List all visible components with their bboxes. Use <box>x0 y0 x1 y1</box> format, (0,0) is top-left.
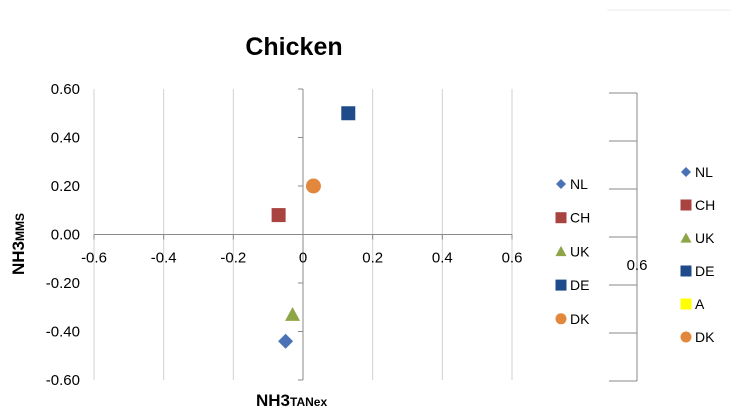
y-tick-label: -0.40 <box>46 324 80 341</box>
legend-marker-dk <box>555 313 567 325</box>
x-tick-label: 0.2 <box>362 250 383 267</box>
data-point-uk <box>285 307 301 321</box>
y-axis-title-subscript: MMS <box>13 213 27 241</box>
chart-title: Chicken <box>245 33 342 61</box>
data-point-ch <box>271 208 286 223</box>
secondary-legend-marker-uk <box>680 232 692 243</box>
legend-marker-de <box>555 279 567 291</box>
y-axis-title: NH3MMS <box>9 213 28 275</box>
secondary-legend-marker-dk <box>680 331 692 343</box>
data-point-nl <box>278 333 294 349</box>
y-tick-label: -0.60 <box>46 372 80 389</box>
secondary-legend-label-uk: UK <box>695 230 715 246</box>
data-point-dk <box>305 178 321 194</box>
secondary-axis-tick-label: 0.6 <box>627 257 648 274</box>
secondary-legend-label-nl: NL <box>695 164 713 180</box>
secondary-axis <box>609 92 638 382</box>
legend-label-dk: DK <box>570 311 590 327</box>
y-axis-title-main: NH3 <box>9 241 28 275</box>
x-axis-title-main: NH3 <box>256 391 290 407</box>
legend-marker-nl <box>556 179 566 189</box>
y-tick-label: 0.40 <box>51 130 80 147</box>
secondary-legend-marker-de <box>680 265 692 277</box>
secondary-legend-label-a: A <box>695 296 705 312</box>
chart-legend: NL CH UK DE DK <box>555 176 590 327</box>
x-tick-label: 0.4 <box>432 250 453 267</box>
legend-label-uk: UK <box>570 243 590 259</box>
y-tick-label: -0.20 <box>46 275 80 292</box>
x-axis-title: NH3TANex <box>256 391 327 407</box>
data-point-de <box>341 106 356 121</box>
secondary-legend-label-de: DE <box>695 263 714 279</box>
legend-label-ch: CH <box>570 210 590 226</box>
secondary-legend-label-ch: CH <box>695 197 715 213</box>
x-tick-label: -0.6 <box>81 250 107 267</box>
y-tick-label: 0.00 <box>51 227 80 244</box>
y-tick-label: 0.20 <box>51 178 80 195</box>
secondary-legend-label-dk: DK <box>695 329 715 345</box>
y-tick-label: 0.60 <box>51 81 80 98</box>
legend-label-nl: NL <box>570 176 588 192</box>
x-tick-label: 0.6 <box>502 250 523 267</box>
secondary-legend-marker-a <box>680 298 692 310</box>
x-axis-title-subscript: TANex <box>290 395 327 407</box>
x-tick-label: 0 <box>299 250 307 267</box>
legend-marker-uk <box>555 245 567 257</box>
secondary-legend-marker-nl <box>681 167 691 177</box>
legend-marker-ch <box>555 212 567 224</box>
plot-area: -0.6 -0.4 -0.2 0 0.2 0.4 0.60.600.400.200.00-0… <box>46 81 523 389</box>
secondary-legend-marker-ch <box>680 199 692 211</box>
legend-label-de: DE <box>570 277 589 293</box>
x-tick-label: -0.4 <box>151 250 177 267</box>
x-tick-label: -0.2 <box>220 250 246 267</box>
secondary-chart-legend: NL CH UK DE A DK <box>680 164 715 345</box>
